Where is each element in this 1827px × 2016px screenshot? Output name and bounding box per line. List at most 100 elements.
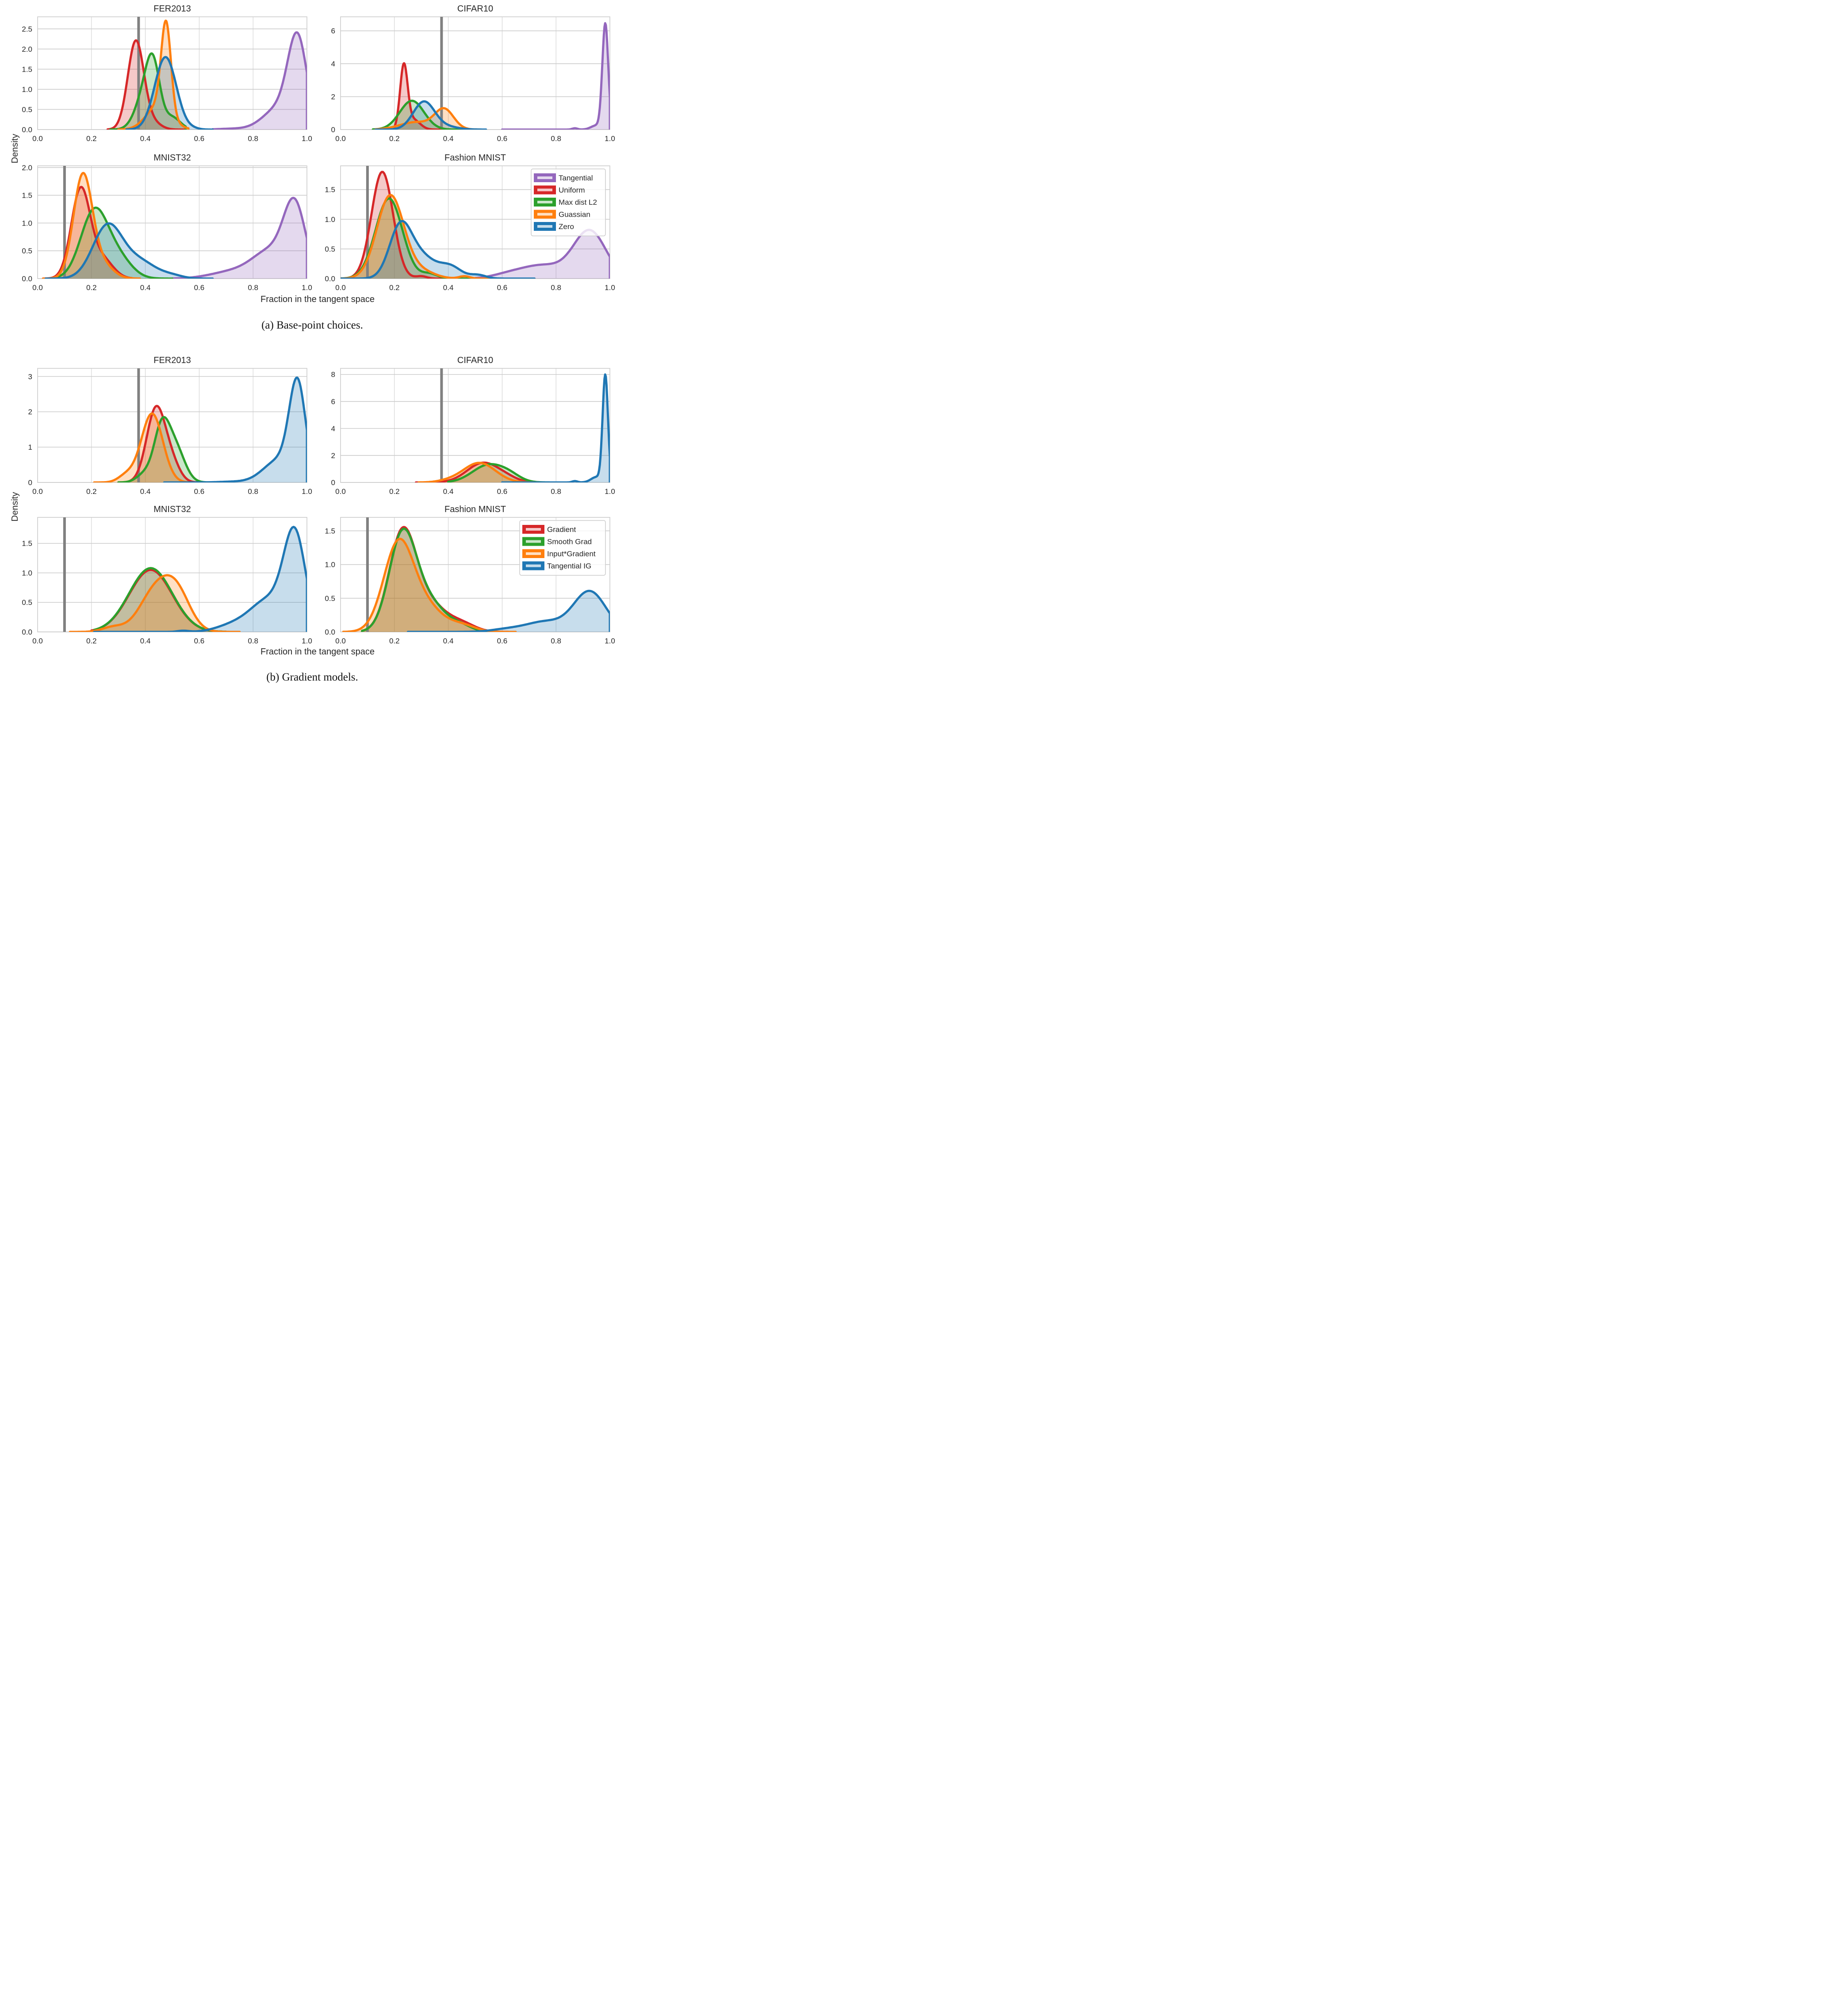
legend-label: Zero xyxy=(559,222,574,231)
y-tick-label: 0 xyxy=(331,478,335,487)
x-tick-label: 1.0 xyxy=(302,487,312,496)
x-tick-label: 0.8 xyxy=(551,487,561,496)
x-tick-label: 0.4 xyxy=(140,637,151,645)
legend-swatch-inner xyxy=(537,225,552,228)
legend-swatch-inner xyxy=(537,188,552,191)
subplot-b-cifar10: 0.0 0.2 0.4 0.6 0.8 1.0 0 2 4 6 8 CIFAR10 xyxy=(331,356,615,496)
legend-swatch-inner xyxy=(526,540,541,543)
density-fill-gradient xyxy=(362,527,516,632)
legend-swatch-inner xyxy=(526,528,541,531)
density-line-guassian xyxy=(374,107,482,130)
y-tick-label: 0.5 xyxy=(325,594,335,603)
y-tick-label: 2.0 xyxy=(22,164,32,172)
legend-label: Tangential xyxy=(559,174,593,182)
x-tick-label: 0.6 xyxy=(194,283,205,292)
density-line-uniform xyxy=(341,171,536,279)
density-line-guassian xyxy=(42,172,141,279)
density-fill-uniform xyxy=(107,40,186,130)
y-tick-label: 1.0 xyxy=(22,219,32,227)
y-tick-label: 1 xyxy=(28,443,32,451)
x-tick-label: 1.0 xyxy=(605,283,615,292)
density-fill-zero xyxy=(375,101,486,130)
density-fill-guassian xyxy=(43,173,140,279)
x-tick-label: 0.0 xyxy=(32,283,43,292)
density-fill-tangential-ig xyxy=(164,377,307,482)
ylabel-b: Density xyxy=(10,492,20,522)
density-fill-gradient xyxy=(91,570,226,632)
density-fill-guassian xyxy=(375,108,481,130)
subplot-title: MNIST32 xyxy=(153,153,191,163)
density-fill-max-dist-l2 xyxy=(51,207,172,279)
x-tick-label: 0.2 xyxy=(86,637,97,645)
density-fill-input-gradient xyxy=(94,413,188,482)
y-tick-label: 0 xyxy=(331,126,335,134)
y-tick-label: 0 xyxy=(28,478,32,487)
y-tick-label: 4 xyxy=(331,425,335,433)
density-fill-zero xyxy=(341,221,535,279)
y-tick-label: 0.5 xyxy=(22,598,32,607)
subplot-title: FER2013 xyxy=(153,356,191,365)
x-tick-label: 0.8 xyxy=(551,283,561,292)
density-line-tangential-ig xyxy=(501,373,610,482)
density-fill-smooth-grad xyxy=(362,528,516,632)
density-line-tangential-ig xyxy=(93,526,307,632)
x-tick-label: 0.8 xyxy=(248,487,258,496)
y-tick-label: 1.0 xyxy=(22,85,32,94)
y-tick-label: 0.5 xyxy=(22,105,32,114)
legend-swatch-inner xyxy=(537,201,552,203)
figure: 0.0 0.2 0.4 0.6 0.8 1.0 0.0 0.5 1.0 1.5 2.0 2.5 FER2… xyxy=(10,4,615,657)
y-tick-label: 1.5 xyxy=(325,186,335,194)
subplot-title: MNIST32 xyxy=(153,505,191,514)
x-tick-label: 0.0 xyxy=(32,637,43,645)
density-fill-tangential-ig xyxy=(94,527,307,632)
density-fill-uniform xyxy=(394,63,448,130)
y-tick-label: 1.5 xyxy=(22,539,32,548)
y-tick-label: 1.5 xyxy=(22,65,32,73)
density-line-max-dist-l2 xyxy=(109,52,187,130)
density-line-uniform xyxy=(393,62,450,130)
density-fill-smooth-grad xyxy=(448,464,556,482)
density-fill-tangential xyxy=(212,32,307,130)
density-line-input-gradient xyxy=(93,412,190,482)
x-tick-label: 0.8 xyxy=(551,134,561,143)
legend-label: Uniform xyxy=(559,186,585,195)
y-tick-label: 0.0 xyxy=(325,628,335,636)
legend-label: Input*Gradient xyxy=(547,550,596,558)
caption-a: (a) Base-point choices. xyxy=(261,319,363,331)
y-tick-label: 0.0 xyxy=(22,628,32,636)
xlabel-b: Fraction in the tangent space xyxy=(260,647,375,657)
density-line-tangential-ig xyxy=(406,589,610,632)
subplot-title: Fashion MNIST xyxy=(444,153,506,163)
x-tick-label: 0.2 xyxy=(389,134,400,143)
legend-label: Gradient xyxy=(547,525,576,534)
x-tick-label: 1.0 xyxy=(605,637,615,645)
y-tick-label: 2 xyxy=(331,93,335,101)
x-tick-label: 0.6 xyxy=(497,283,508,292)
plot-frame xyxy=(340,16,610,130)
x-tick-label: 0.6 xyxy=(497,134,508,143)
y-tick-label: 0.0 xyxy=(22,126,32,134)
y-tick-label: 2.0 xyxy=(22,45,32,54)
x-tick-label: 0.2 xyxy=(389,283,400,292)
y-tick-label: 3 xyxy=(28,372,32,381)
subplot-title: CIFAR10 xyxy=(457,356,493,365)
y-tick-label: 1.5 xyxy=(22,191,32,200)
x-tick-label: 0.8 xyxy=(551,637,561,645)
legend-label: Max dist L2 xyxy=(559,198,597,207)
density-fill-input-gradient xyxy=(70,575,240,632)
x-tick-label: 0.0 xyxy=(335,487,346,496)
legend: Gradient Smooth Grad Input*Gradient Tangent… xyxy=(519,520,606,576)
subplot-title: CIFAR10 xyxy=(457,4,493,14)
x-tick-label: 0.4 xyxy=(443,487,454,496)
x-tick-label: 1.0 xyxy=(302,637,312,645)
density-line-max-dist-l2 xyxy=(50,207,173,279)
x-tick-label: 0.6 xyxy=(497,487,508,496)
x-tick-label: 0.0 xyxy=(335,134,346,143)
x-tick-label: 0.6 xyxy=(194,637,205,645)
x-tick-label: 0.6 xyxy=(194,134,205,143)
density-fill-gradient xyxy=(118,406,205,482)
density-line-tangential-ig xyxy=(163,376,307,482)
subplot-a-fer2013: 0.0 0.2 0.4 0.6 0.8 1.0 0.0 0.5 1.0 1.5 2.0 2.5 FER2… xyxy=(22,4,312,143)
plot-frame xyxy=(37,517,307,632)
subplot-b-fashion-mnist: 0.0 0.2 0.4 0.6 0.8 1.0 0.0 0.5 1.0 1.5 Fashion MN… xyxy=(325,505,615,645)
